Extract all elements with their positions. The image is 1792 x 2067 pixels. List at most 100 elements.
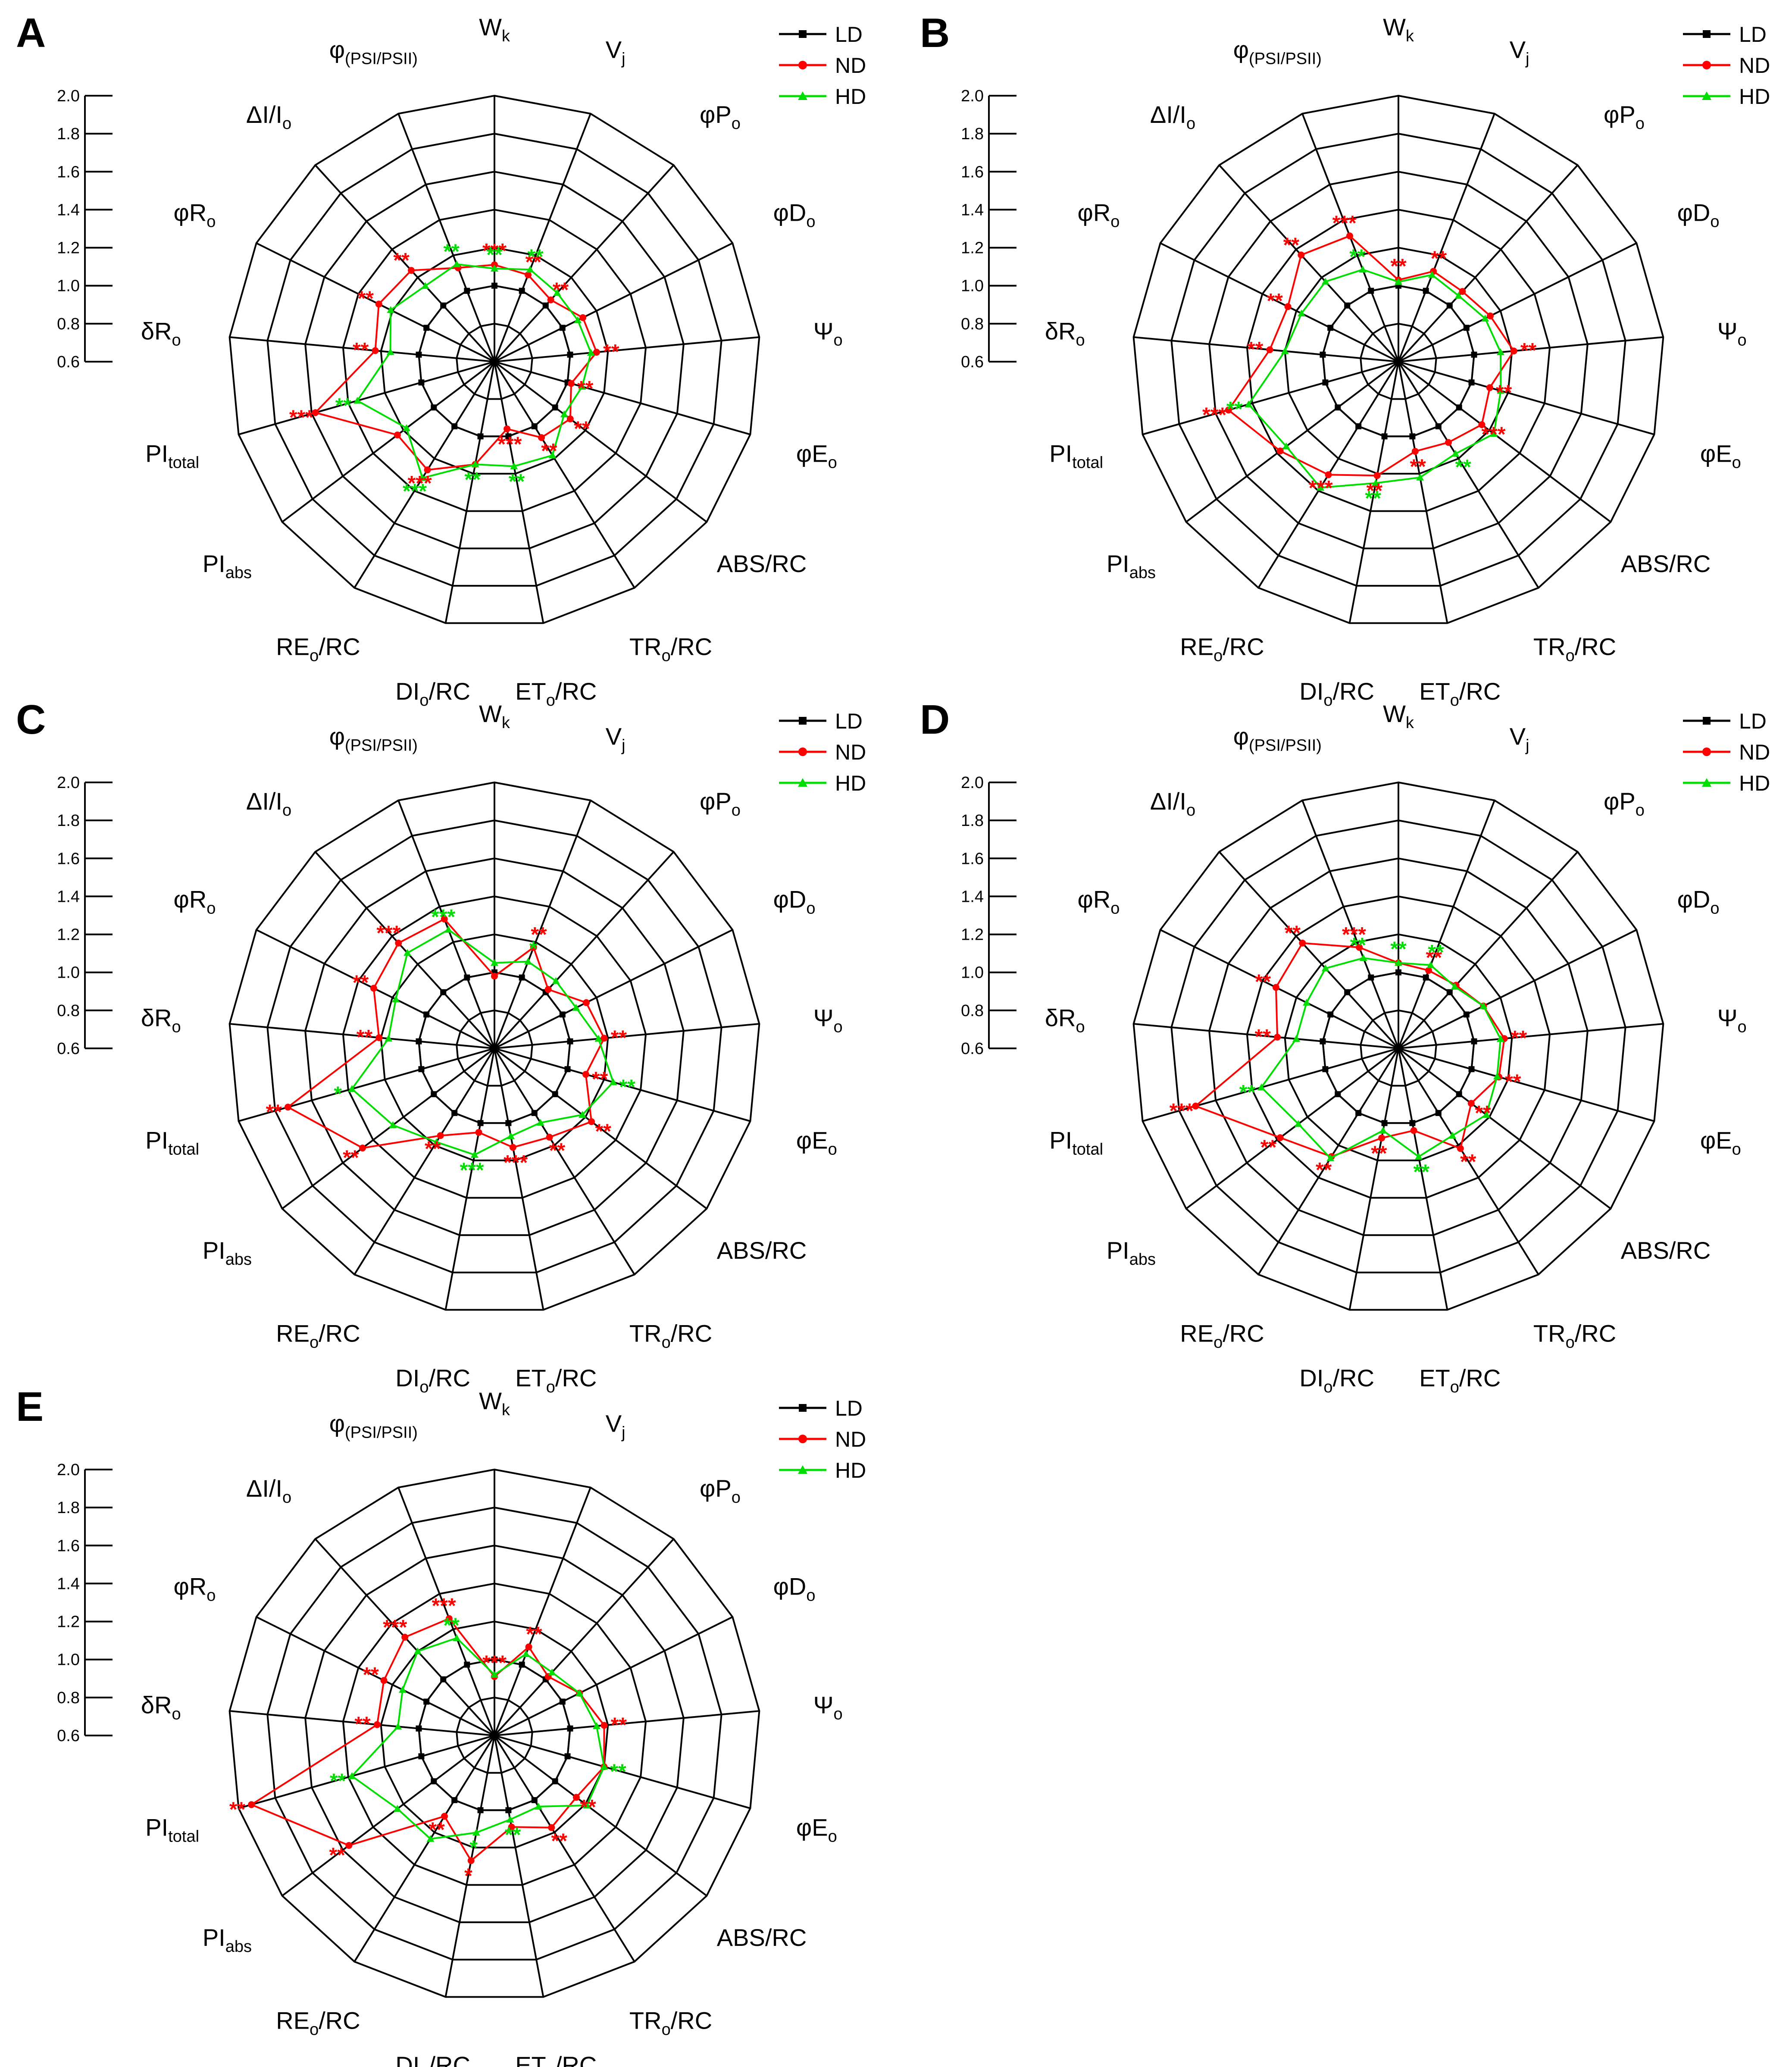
data-point-HD — [526, 266, 534, 273]
data-point-LD — [1435, 423, 1442, 429]
data-point-LD — [477, 1120, 484, 1126]
data-point-LD — [416, 1725, 422, 1732]
data-point-HD — [1282, 442, 1290, 450]
data-point-HD — [421, 282, 429, 289]
significance-mark: ** — [549, 1139, 566, 1162]
data-point-LD — [1456, 1091, 1462, 1098]
grid-ring — [304, 171, 685, 550]
data-point-ND — [1272, 984, 1279, 991]
axis-label: DIo/RC — [395, 1364, 470, 1396]
axis-spoke — [256, 1616, 495, 1736]
axis-label: φEo — [1700, 440, 1741, 472]
data-point-HD — [560, 410, 568, 418]
data-point-HD — [403, 949, 412, 956]
axis-label: REo/RC — [276, 1320, 360, 1352]
significance-mark: ** — [465, 469, 481, 491]
significance-mark: ** — [329, 1844, 346, 1867]
axis-label: ABS/RC — [717, 1924, 807, 1951]
data-point-ND — [1276, 1134, 1284, 1141]
data-point-LD — [440, 302, 447, 309]
scale-tick-label: 1.6 — [57, 163, 80, 181]
significance-mark: *** — [497, 433, 522, 456]
data-point-ND — [372, 347, 379, 354]
axis-label: TRo/RC — [1533, 633, 1616, 665]
data-point-LD — [564, 1066, 571, 1073]
axis-label: Ψo — [813, 1004, 843, 1036]
axis-label: TRo/RC — [629, 633, 712, 665]
axis-label: φ(PSI/PSII) — [329, 1410, 418, 1442]
significance-mark: * — [529, 938, 538, 960]
axis-label: δRo — [141, 1004, 181, 1036]
axis-spoke — [494, 1048, 751, 1122]
scale-tick-label: 1.0 — [57, 964, 80, 982]
significance-mark: ** — [1390, 938, 1407, 961]
data-point-HD — [385, 1035, 393, 1042]
axis-spoke — [494, 164, 675, 363]
data-point-LD — [451, 423, 458, 429]
axis-spoke — [1133, 1023, 1399, 1049]
axis-label: φDo — [773, 886, 816, 918]
axis-label: Wk — [479, 13, 510, 45]
data-point-LD — [519, 288, 525, 294]
radar-panel-D: D Wk Vj φPo φDo Ψo φEo ABS/RC TRo/RC ETo/RC DIo/RC… — [920, 697, 1770, 1396]
significance-mark: *** — [289, 406, 313, 429]
significance-mark: ** — [610, 1761, 626, 1783]
data-point-LD — [431, 404, 437, 411]
axis-label: φ(PSI/PSII) — [329, 722, 418, 754]
series-line-HD — [356, 263, 592, 479]
axis-label: φRo — [174, 886, 216, 918]
axis-label: φRo — [174, 1573, 216, 1605]
data-point-HD — [470, 1151, 478, 1158]
axis-label: ABS/RC — [1621, 1237, 1711, 1264]
data-point-LD — [491, 282, 497, 289]
grid-ring — [1132, 781, 1664, 1311]
grid-ring — [1284, 247, 1513, 475]
significance-mark: ** — [1285, 922, 1301, 945]
significance-mark: ** — [1431, 247, 1447, 270]
significance-mark: ** — [330, 1770, 346, 1792]
data-point-ND — [1299, 939, 1306, 947]
legend-label-ND: ND — [835, 53, 866, 78]
scale-tick-label: 0.6 — [961, 353, 984, 371]
data-point-ND — [345, 1842, 353, 1849]
data-point-ND — [373, 1721, 381, 1728]
data-point-LD — [1368, 288, 1374, 294]
axis-spoke — [1398, 113, 1495, 362]
axis-label: REo/RC — [1180, 1320, 1264, 1352]
axis-spoke — [494, 1487, 591, 1736]
data-point-HD — [1481, 314, 1489, 322]
scale-tick-label: 1.8 — [961, 812, 984, 830]
axis-spoke — [1398, 164, 1579, 363]
series-line-LD — [418, 285, 571, 438]
data-point-LD — [1463, 325, 1470, 331]
data-point-HD — [1281, 347, 1289, 354]
significance-mark: ** — [266, 1101, 282, 1124]
axis-spoke — [494, 242, 733, 363]
data-point-ND — [491, 973, 498, 980]
axis-spoke — [238, 361, 495, 435]
data-point-ND — [504, 425, 511, 432]
data-point-HD — [1490, 430, 1498, 437]
axis-label: ABS/RC — [717, 1237, 807, 1264]
axis-label: ETo/RC — [1419, 1364, 1501, 1396]
significance-mark: *** — [1332, 212, 1357, 235]
significance-mark: *** — [376, 922, 400, 945]
data-point-ND — [380, 1677, 388, 1684]
axis-spoke — [1142, 1048, 1399, 1122]
data-point-HD — [1448, 1132, 1457, 1139]
data-point-LD — [552, 1091, 558, 1098]
axis-spoke — [494, 1735, 635, 1962]
axis-spoke — [494, 1538, 675, 1736]
significance-mark: ** — [1226, 398, 1243, 421]
data-point-LD — [418, 379, 425, 386]
scale-tick-label: 1.8 — [57, 812, 80, 830]
data-point-HD — [491, 1670, 498, 1678]
axis-spoke — [1257, 1048, 1399, 1275]
axis-label: REo/RC — [276, 633, 360, 665]
scale-tick-label: 1.4 — [57, 888, 80, 906]
data-point-LD — [423, 1698, 430, 1705]
axis-spoke — [494, 361, 544, 623]
significance-mark: *** — [1170, 1100, 1194, 1123]
legend-label-ND: ND — [1739, 53, 1770, 78]
axis-label: φDo — [773, 1573, 816, 1605]
